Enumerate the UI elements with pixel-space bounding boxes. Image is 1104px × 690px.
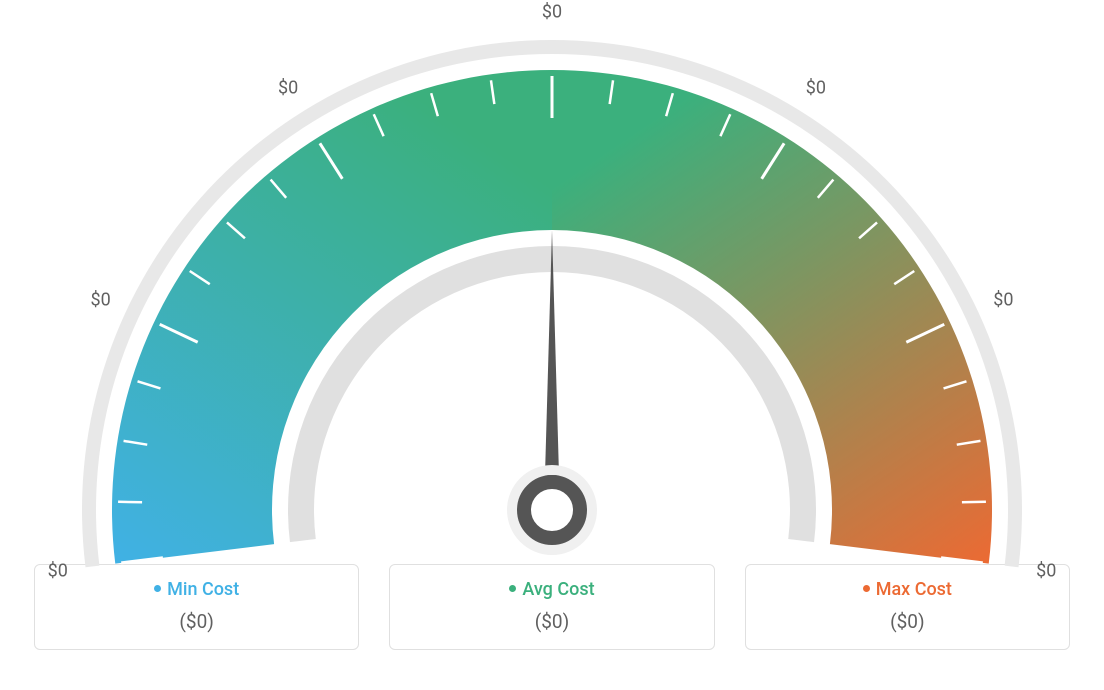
gauge-area: $0$0$0$0$0$0$0 bbox=[0, 0, 1104, 560]
gauge-tick-label: $0 bbox=[1036, 560, 1056, 581]
gauge-tick-label: $0 bbox=[993, 289, 1013, 310]
legend-card-avg: Avg Cost ($0) bbox=[389, 564, 714, 650]
legend-max-title: Max Cost bbox=[756, 579, 1059, 600]
legend-avg-label: Avg Cost bbox=[522, 579, 594, 600]
gauge-tick-label: $0 bbox=[48, 560, 68, 581]
gauge-tick-label: $0 bbox=[278, 77, 298, 98]
legend-min-label: Min Cost bbox=[167, 579, 239, 600]
legend-row: Min Cost ($0) Avg Cost ($0) Max Cost ($0… bbox=[0, 564, 1104, 650]
legend-card-min: Min Cost ($0) bbox=[34, 564, 359, 650]
legend-min-title: Min Cost bbox=[45, 579, 348, 600]
legend-max-label: Max Cost bbox=[876, 579, 952, 600]
legend-max-value: ($0) bbox=[756, 610, 1059, 633]
legend-max-dot bbox=[863, 585, 870, 592]
gauge-tick-label: $0 bbox=[91, 289, 111, 310]
legend-avg-value: ($0) bbox=[400, 610, 703, 633]
legend-min-value: ($0) bbox=[45, 610, 348, 633]
legend-avg-dot bbox=[509, 585, 516, 592]
gauge-tick-label: $0 bbox=[806, 77, 826, 98]
legend-card-max: Max Cost ($0) bbox=[745, 564, 1070, 650]
gauge-tick-label: $0 bbox=[542, 2, 562, 23]
legend-min-dot bbox=[154, 585, 161, 592]
cost-gauge-container: $0 $0 $0 $0 $0 $0 $0 Min Cost ($0) Avg Cost ($… bbox=[0, 0, 1104, 690]
legend-avg-title: Avg Cost bbox=[400, 579, 703, 600]
gauge-chart bbox=[52, 10, 1052, 570]
